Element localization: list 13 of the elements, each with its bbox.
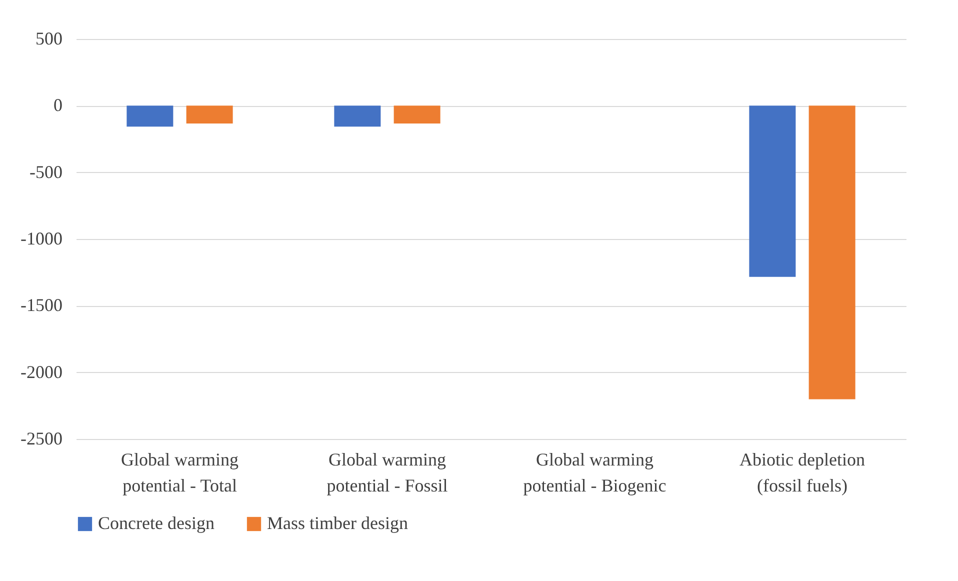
y-tick-label: 0	[54, 95, 62, 116]
legend-label: Concrete design	[98, 513, 214, 533]
y-tick-label: 500	[36, 28, 62, 48]
x-tick-label: Abiotic depletion (fossil fuels)	[740, 450, 865, 496]
x-tick-label: Global warming potential - Biogenic	[523, 450, 666, 496]
y-tick-label: -1000	[20, 228, 62, 248]
y-tick-label: -2000	[20, 362, 62, 382]
y-tick-label: -500	[30, 162, 62, 182]
x-tick-label: Global warming potential - Total	[121, 450, 238, 496]
legend-label: Mass timber design	[267, 513, 408, 533]
x-tick-label: Global warming potential - Fossil	[326, 450, 448, 496]
y-tick-label: -1500	[20, 295, 62, 316]
y-tick-label: -2500	[20, 428, 62, 448]
